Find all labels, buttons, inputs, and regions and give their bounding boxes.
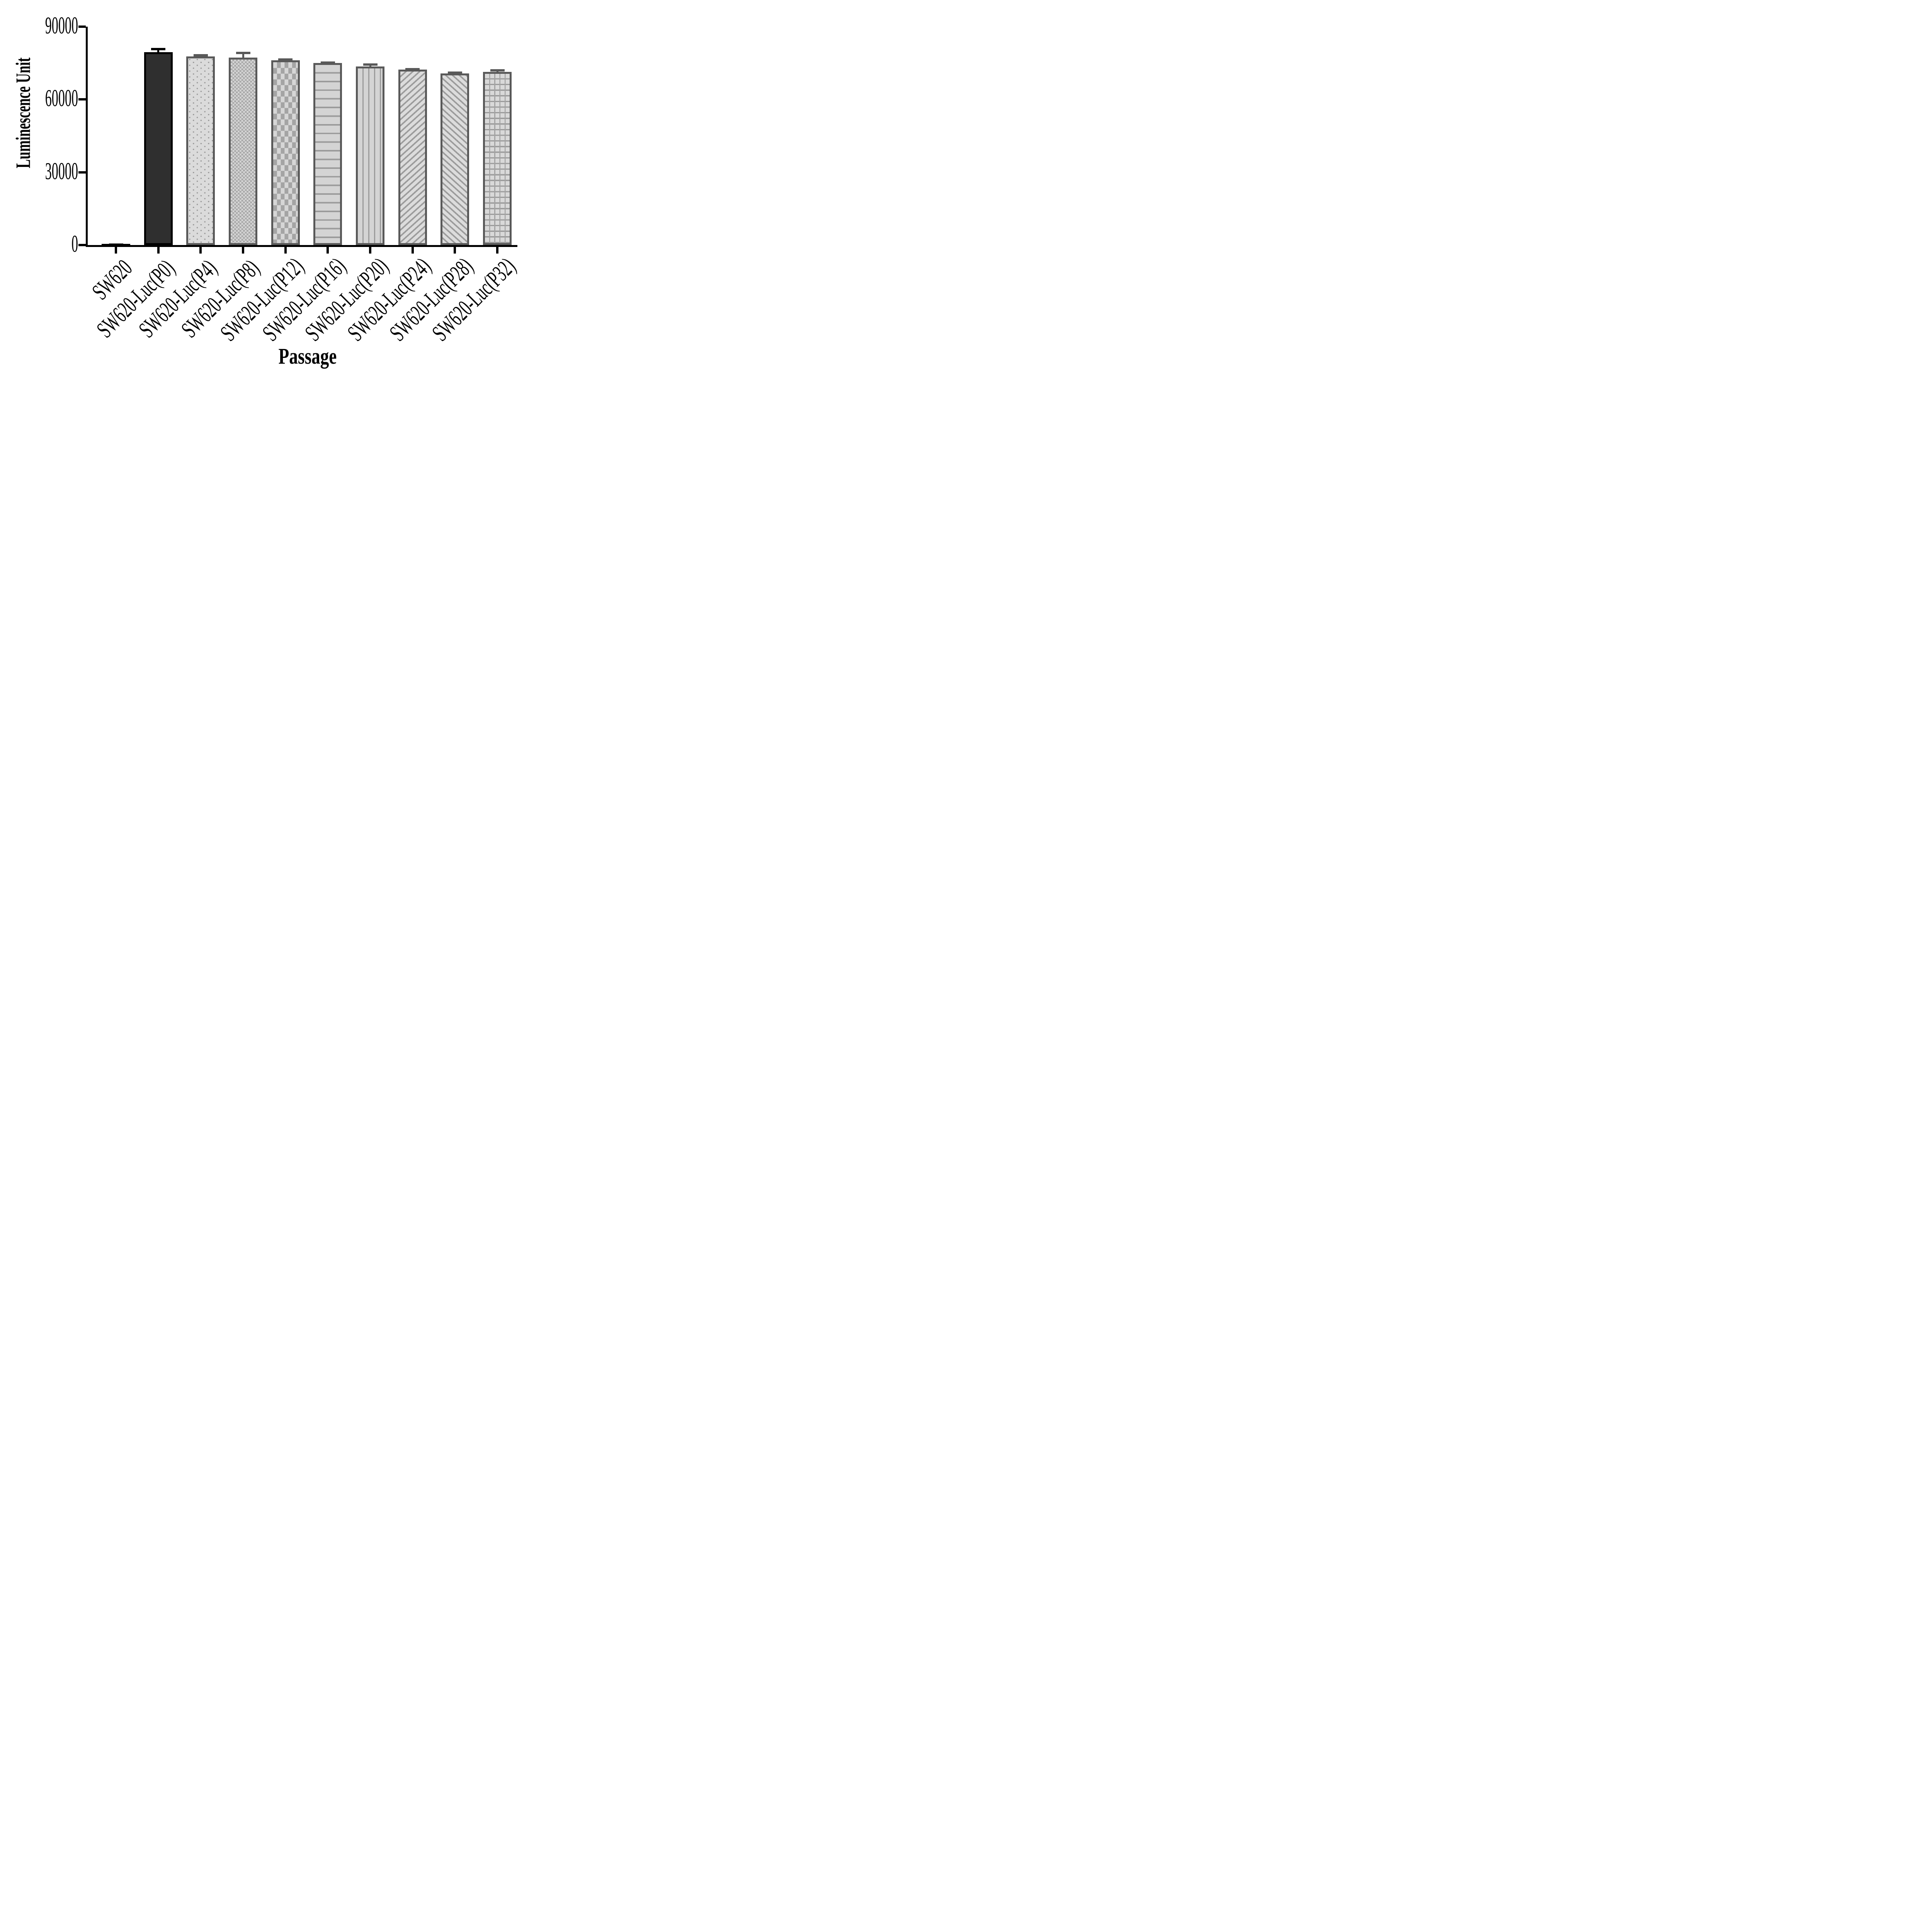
- bar: [440, 73, 469, 245]
- x-axis-title: Passage: [278, 344, 337, 369]
- bar: [483, 72, 512, 245]
- x-tick: [411, 247, 414, 254]
- bar: [271, 60, 300, 245]
- y-tick-label: 0: [71, 231, 78, 257]
- error-bar-cap: [490, 69, 505, 72]
- y-tick-label: 60000: [45, 85, 78, 112]
- x-tick: [369, 247, 372, 254]
- x-tick: [115, 247, 117, 254]
- bar: [398, 70, 427, 245]
- y-tick: [78, 98, 86, 101]
- y-tick: [78, 244, 86, 246]
- x-tick: [454, 247, 456, 254]
- error-bar-cap: [447, 72, 462, 74]
- error-bar-stem: [369, 65, 371, 67]
- y-tick-label: 30000: [45, 158, 78, 185]
- bar: [356, 66, 385, 245]
- x-tick: [496, 247, 499, 254]
- error-bar-cap: [405, 68, 420, 71]
- bar: [313, 63, 342, 245]
- x-tick: [157, 247, 160, 254]
- bar-chart-figure: Luminescence Unit Passage 0 30000 60000 900…: [0, 0, 551, 383]
- error-bar-cap: [320, 61, 335, 64]
- bar: [186, 56, 215, 245]
- error-bar-cap: [363, 63, 378, 66]
- y-tick: [78, 171, 86, 174]
- x-tick: [284, 247, 287, 254]
- y-tick: [78, 26, 86, 28]
- error-bar-stem: [242, 54, 244, 58]
- error-bar-cap: [236, 51, 250, 54]
- error-bar-cap: [151, 48, 166, 51]
- x-tick: [242, 247, 244, 254]
- bar: [102, 244, 130, 245]
- x-tick: [327, 247, 329, 254]
- y-tick-label: 90000: [45, 12, 78, 39]
- error-bar-cap: [278, 58, 293, 61]
- y-axis-title: Luminescence Unit: [12, 57, 35, 169]
- x-axis-line: [86, 245, 517, 247]
- y-axis-line: [86, 27, 88, 247]
- error-bar-cap: [193, 54, 208, 56]
- bar: [144, 52, 173, 245]
- bar: [229, 57, 257, 245]
- error-bar-stem: [157, 50, 160, 53]
- x-tick: [199, 247, 202, 254]
